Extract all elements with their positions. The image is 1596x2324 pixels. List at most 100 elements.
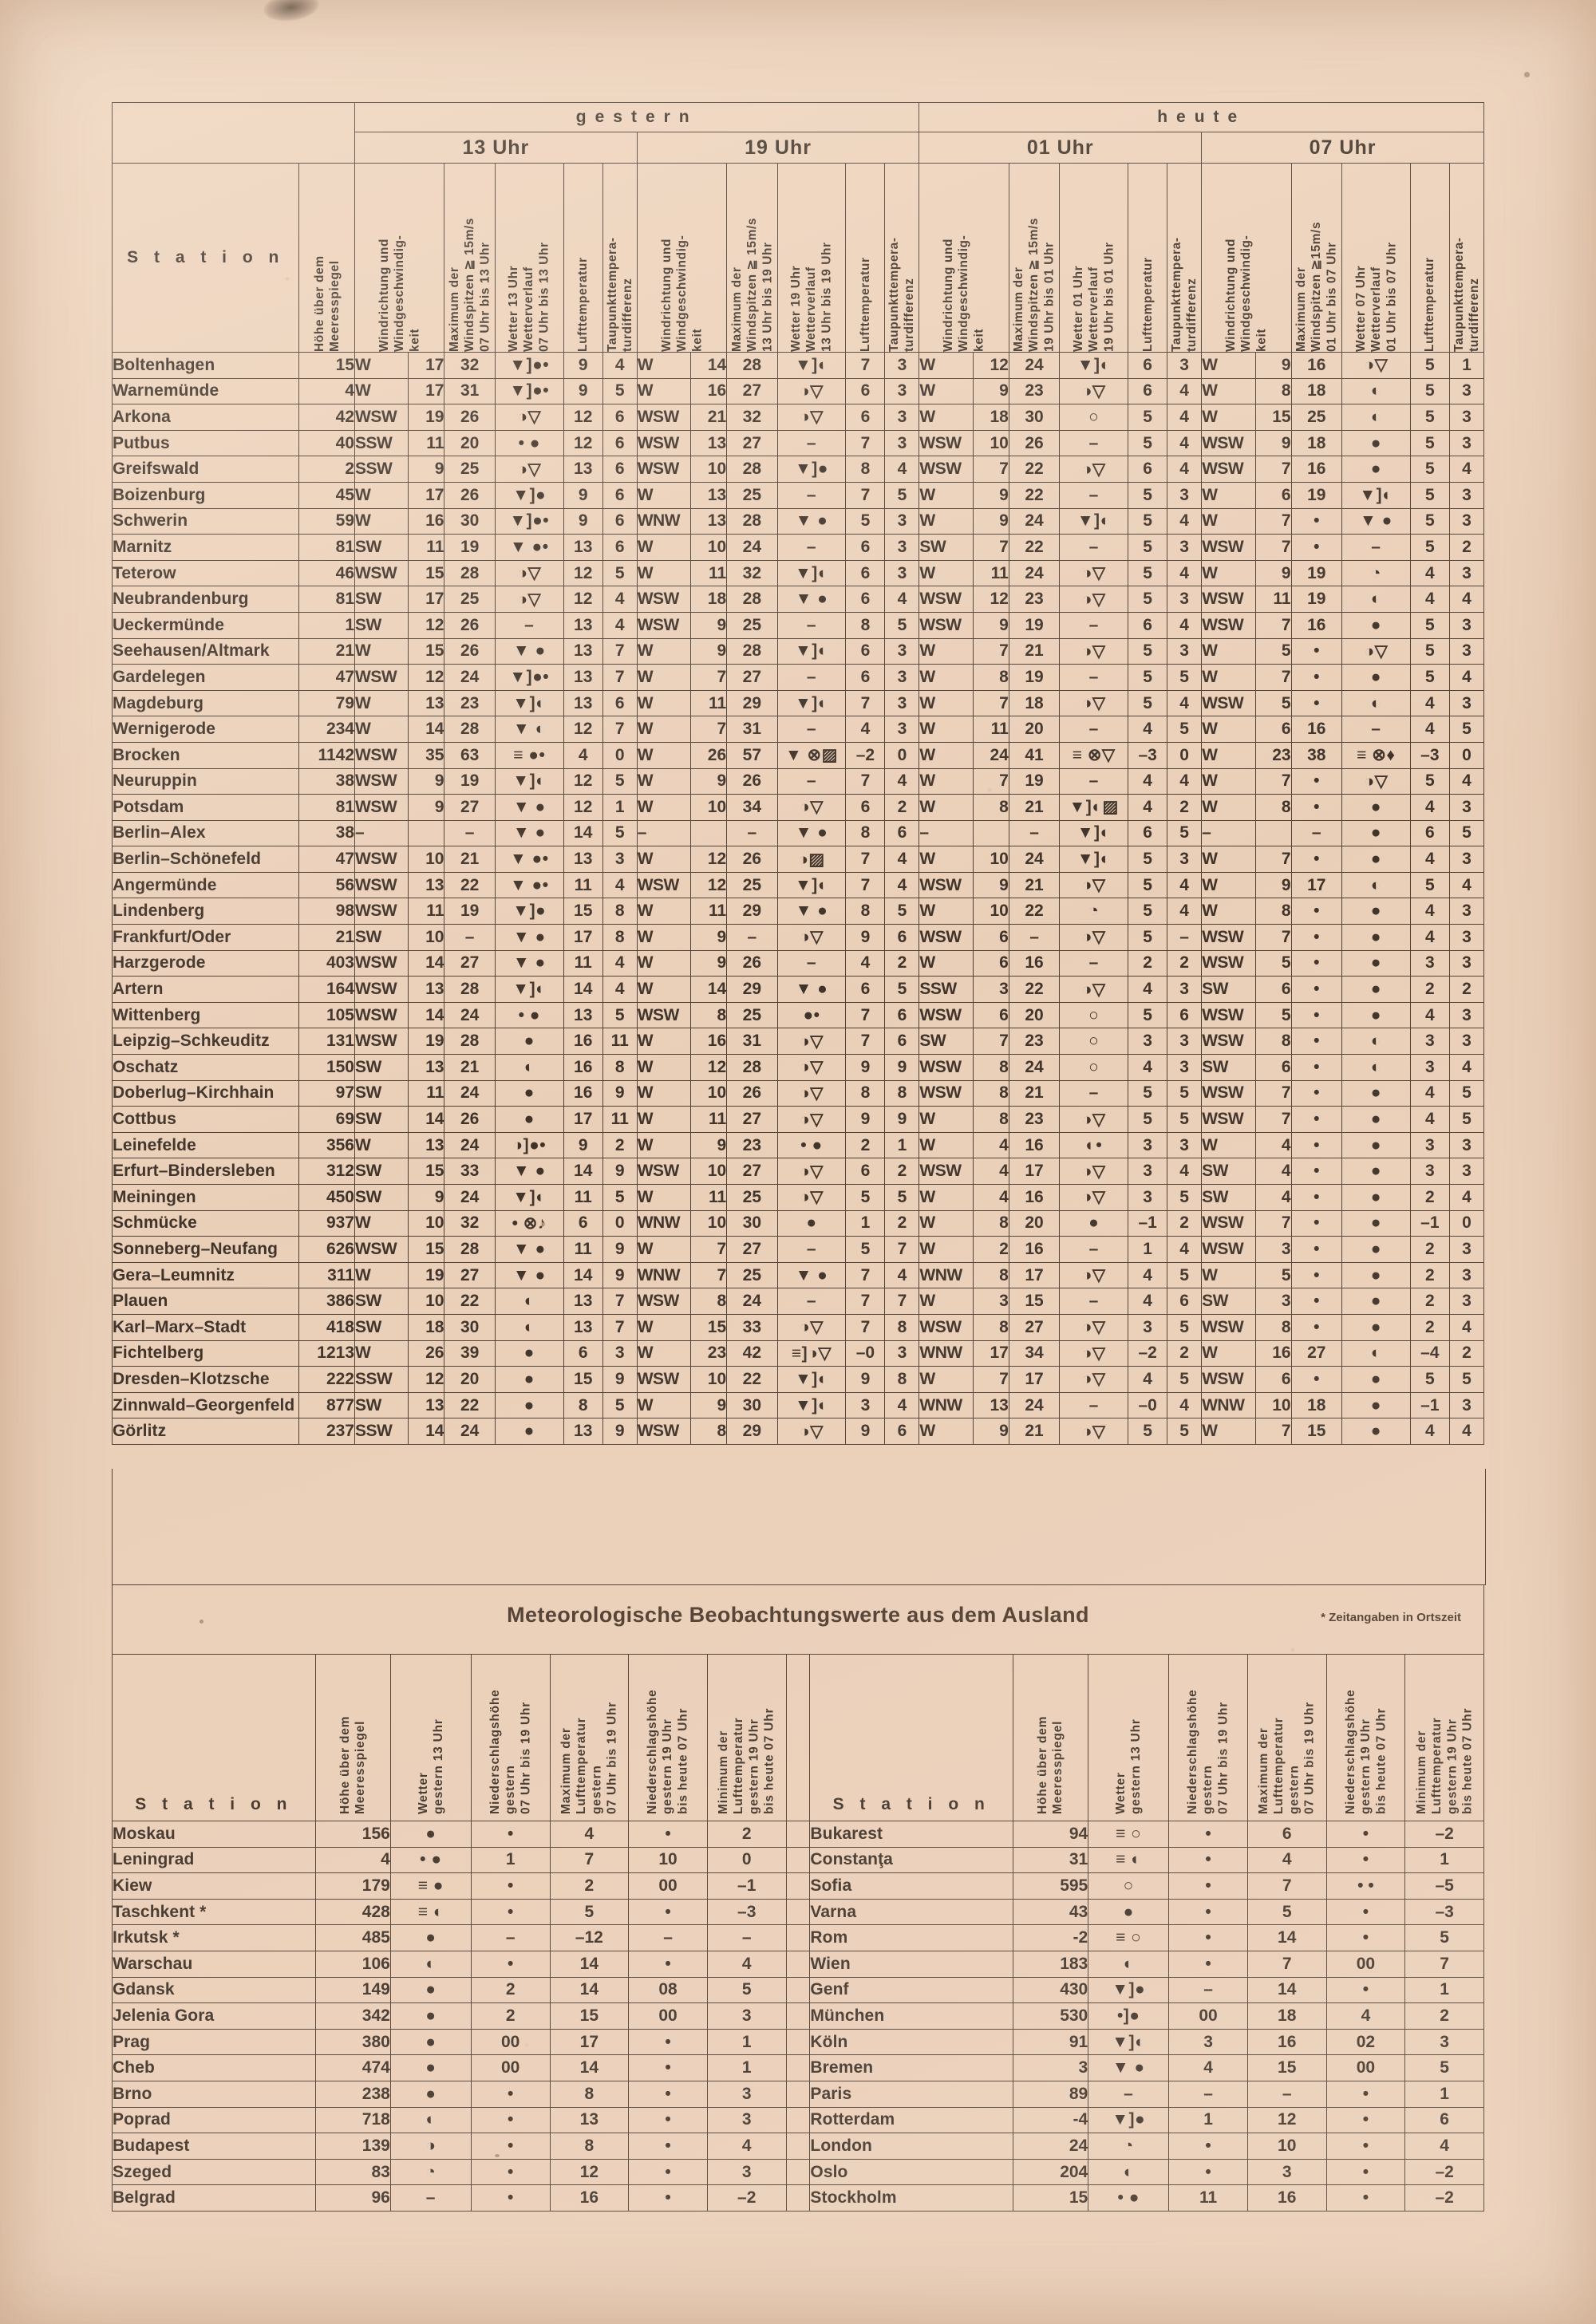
wind-direction: WSW	[354, 898, 409, 925]
temperature-max: 12	[1246, 2106, 1327, 2134]
wind-speed: 10	[1254, 1391, 1292, 1419]
station-name: Fichtelberg	[111, 1340, 300, 1367]
table-row: Warnemünde 4 W 17 31 ▼]●• 9 5 W 16 27 ◑▽ 6 3 W 9 23 ◑▽ 6 4 W…	[111, 377, 1485, 405]
dewpoint-difference: 3	[1448, 898, 1485, 925]
wind-speed: 2	[972, 1236, 1009, 1263]
wind-speed: 15	[690, 1313, 728, 1341]
dewpoint-difference: 0	[602, 741, 638, 769]
wind-speed: 26	[408, 1340, 445, 1367]
air-temperature: 3	[1128, 1158, 1168, 1185]
dewpoint-difference: 6	[602, 534, 638, 561]
gust-max: 16	[1290, 352, 1342, 379]
station-altitude: 79	[298, 689, 355, 717]
gust-max: •	[1290, 637, 1342, 665]
wind-speed: 4	[972, 1131, 1009, 1159]
weather-symbol: ▼ ●	[494, 1158, 564, 1185]
weather-symbol: –	[776, 611, 847, 639]
precipitation-day: •	[1168, 1898, 1248, 1926]
air-temperature: –1	[1409, 1209, 1450, 1237]
wind-direction: W	[918, 1418, 974, 1445]
precipitation-night: 08	[628, 1976, 708, 2004]
air-temperature: 5	[845, 1236, 886, 1263]
weather-symbol: –	[1059, 1079, 1129, 1107]
wind-speed: 9	[408, 456, 445, 483]
weather-symbol: ◐	[1341, 1028, 1411, 1055]
air-temperature: 5	[1128, 481, 1168, 509]
column-gap	[785, 1950, 811, 1978]
gust-max: 24	[444, 1418, 496, 1445]
wind-speed: 10	[690, 456, 728, 483]
weather-symbol: ▼]●•	[494, 352, 564, 379]
dewpoint-difference: 3	[1448, 429, 1485, 457]
air-temperature: 5	[1409, 1366, 1450, 1393]
dewpoint-difference: 3	[1448, 481, 1485, 509]
dewpoint-difference: 4	[1448, 1054, 1485, 1081]
dewpoint-difference: 3	[1167, 846, 1203, 873]
header-weather-13: Wetter 13 Uhr Wetterverlauf 07 Uhr bis 1…	[494, 163, 564, 353]
table-row: Meiningen 450 SW 9 24 ▼]◐ 11 5 W 11 25 ◑▽ 5 5 W 4 16 ◑▽ 3 5…	[111, 1184, 1485, 1211]
dewpoint-difference: 6	[1167, 1001, 1203, 1029]
gust-max: •	[1290, 689, 1342, 717]
weather-symbol: ◐	[1341, 377, 1411, 405]
precipitation-day: •	[470, 2133, 551, 2160]
station-altitude: 312	[298, 1158, 355, 1185]
header-dewdiff-01: Taupunkttempera- turdifferenz	[1167, 163, 1203, 353]
precipitation-night: •	[1325, 2080, 1406, 2108]
wind-direction: WSW	[354, 846, 409, 873]
dewpoint-difference: 2	[1448, 534, 1485, 561]
station-altitude: 356	[298, 1131, 355, 1159]
gust-max: 27	[726, 1106, 778, 1133]
dewpoint-difference: 3	[602, 846, 638, 873]
wind-speed: 12	[690, 846, 728, 873]
column-gap	[785, 2158, 811, 2186]
dewpoint-difference: 4	[1167, 507, 1203, 535]
precipitation-night: 00	[628, 2002, 708, 2030]
air-temperature: 12	[563, 586, 603, 613]
weather-symbol: ≡ ●	[389, 1872, 472, 1900]
wind-speed: 5	[1254, 689, 1292, 717]
station-altitude: 222	[298, 1366, 355, 1393]
gust-max: 27	[726, 1158, 778, 1185]
table-row: Schwerin 59 W 16 30 ▼]●• 9 6 WNW 13 28 ▼ ● 5 3 W 9 24 ▼]◐…	[111, 507, 1485, 535]
dewpoint-difference: 4	[1167, 1158, 1203, 1185]
station-name: Dresden–Klotzsche	[111, 1366, 300, 1393]
gust-max: 24	[1008, 352, 1061, 379]
wind-speed: 11	[408, 429, 445, 457]
station-altitude: 164	[298, 976, 355, 1003]
wind-direction: W	[636, 767, 692, 795]
station-altitude: 81	[298, 534, 355, 561]
table-row: Neuruppin 38 WSW 9 19 ▼]◐ 12 5 W 9 26–7 4 W 7 19–4 4 W 7 •…	[111, 767, 1485, 795]
air-temperature: 5	[1128, 1418, 1168, 1445]
weather-symbol: ◑▽	[776, 1079, 847, 1107]
gust-max: 27	[726, 1236, 778, 1263]
weather-symbol: ●	[1341, 794, 1411, 821]
group-label-gestern: gestern	[354, 102, 920, 132]
gust-max: 32	[444, 1209, 496, 1237]
air-temperature: 15	[563, 1366, 603, 1393]
precipitation-day: •	[1168, 1872, 1248, 1900]
gust-max: 19	[444, 767, 496, 795]
weather-symbol: ◑▽	[776, 377, 847, 405]
weather-symbol: –	[776, 949, 847, 977]
gust-max: 26	[1008, 429, 1061, 457]
weather-symbol: ●	[1341, 1184, 1411, 1211]
air-temperature: 6	[845, 586, 886, 613]
weather-symbol: ▼]●•	[494, 664, 564, 691]
temperature-max: 4	[1246, 1846, 1327, 1874]
air-temperature: –3	[1409, 741, 1450, 769]
wind-speed	[972, 819, 1009, 847]
wind-direction: W	[918, 689, 974, 717]
wind-speed: 8	[972, 1313, 1009, 1341]
station-name: Greifswald	[111, 456, 300, 483]
air-temperature: 5	[1409, 429, 1450, 457]
weather-symbol: ▼ ●	[1088, 2054, 1170, 2081]
gust-max: •	[1290, 924, 1342, 951]
gust-max: •	[1290, 1236, 1342, 1263]
weather-symbol: ▼]◐	[1059, 507, 1129, 535]
dewpoint-difference: 3	[884, 716, 920, 743]
dewpoint-difference: 4	[1167, 377, 1203, 405]
hour-group-row: 13 Uhr 19 Uhr 01 Uhr 07 Uhr	[112, 132, 1484, 164]
wind-speed: 10	[690, 1079, 728, 1107]
dewpoint-difference: 3	[1167, 352, 1203, 379]
header-temp-01: Lufttemperatur	[1128, 163, 1168, 353]
